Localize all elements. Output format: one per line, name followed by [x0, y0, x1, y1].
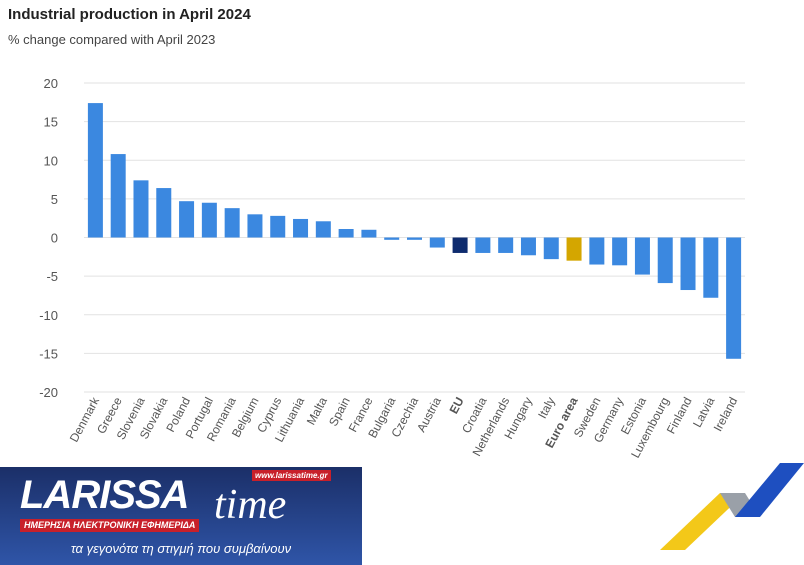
bar [315, 221, 331, 238]
bar [703, 237, 719, 298]
y-tick-label: 10 [44, 153, 58, 168]
x-tick-label: EU [447, 395, 467, 416]
bar [589, 237, 605, 265]
bar [247, 214, 263, 238]
bar [657, 237, 673, 284]
bar [520, 237, 536, 256]
x-tick-label: Italy [535, 395, 558, 421]
bar [452, 237, 468, 253]
y-tick-label: -20 [39, 385, 58, 400]
chart-title: Industrial production in April 2024 [8, 6, 251, 23]
bar [634, 237, 650, 275]
bar [407, 237, 422, 240]
x-tick-label: Denmark [67, 394, 103, 444]
bar [498, 237, 514, 253]
logo-brand: LARISSA [20, 473, 190, 517]
y-tick-label: -10 [39, 308, 58, 323]
bar-chart: 20151050-5-10-15-20DenmarkGreeceSlovenia… [39, 76, 745, 460]
y-tick-label: -15 [39, 346, 58, 361]
y-tick-label: 0 [51, 231, 58, 246]
bar [429, 237, 445, 248]
chart-subtitle: % change compared with April 2023 [8, 32, 216, 47]
bar [543, 237, 559, 260]
bar [133, 180, 149, 238]
bar [726, 237, 742, 359]
bar [87, 103, 103, 238]
bar [361, 229, 377, 238]
y-tick-label: 15 [44, 115, 58, 130]
bar [110, 154, 126, 238]
logo-tagline: ΗΜΕΡΗΣΙΑ ΗΛΕΚΤΡΟΝΙΚΗ ΕΦΗΜΕΡΙΔΑ [20, 519, 200, 532]
y-tick-label: 20 [44, 76, 58, 91]
bar [612, 237, 628, 266]
larissatime-logo: LARISSA time www.larissatime.gr ΗΜΕΡΗΣΙΑ… [0, 467, 362, 565]
bar [201, 202, 217, 238]
logo-brand-time: time [214, 482, 287, 528]
bar [293, 218, 309, 238]
bar [179, 201, 195, 238]
logo-url: www.larissatime.gr [252, 470, 331, 481]
bar [566, 237, 582, 261]
bar [475, 237, 491, 253]
bar [384, 237, 400, 240]
bar [224, 208, 240, 238]
bar [156, 188, 172, 238]
bar [270, 215, 286, 238]
bar [338, 229, 354, 238]
eurostat-decoration-icon [660, 463, 804, 550]
bar [680, 237, 696, 291]
y-tick-label: -5 [46, 269, 58, 284]
logo-slogan: τα γεγονότα τη στιγμή που συμβαίνουν [70, 541, 292, 556]
y-tick-label: 5 [51, 192, 58, 207]
